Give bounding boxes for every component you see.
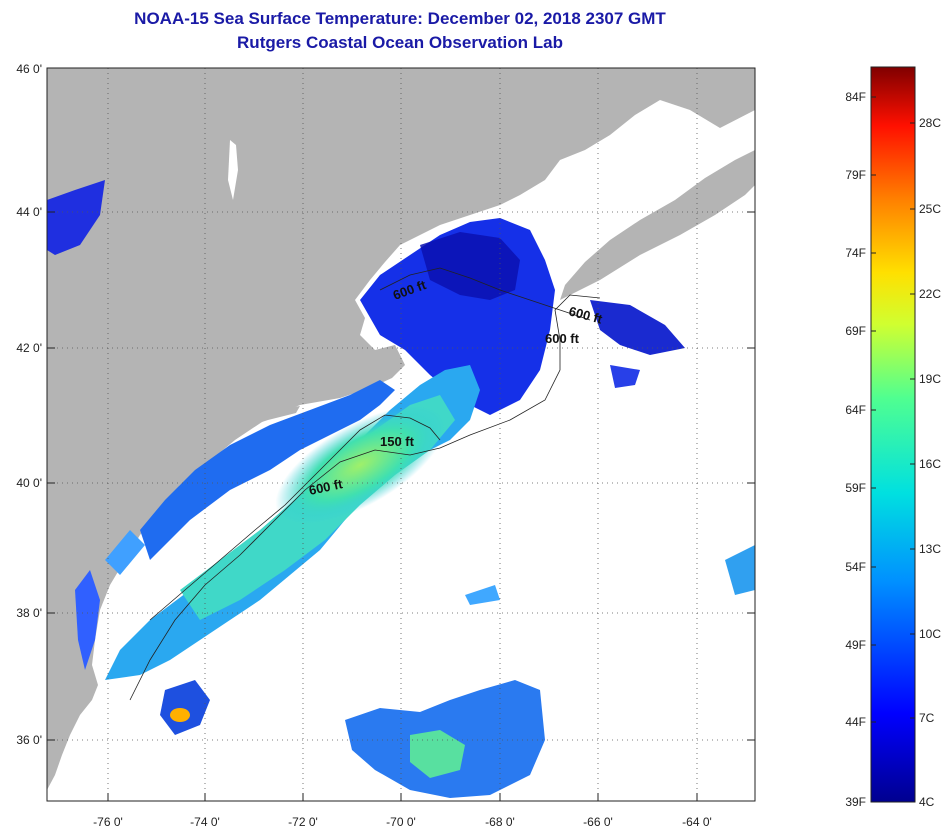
- lon-label: -66 0': [583, 815, 613, 829]
- colorbar-label-c: 7C: [919, 711, 935, 725]
- contour-150ft: [149, 414, 441, 621]
- colorbar-label-c: 28C: [919, 116, 941, 130]
- colorbar-label-c: 10C: [919, 627, 941, 641]
- colorbar-label-f: 39F: [845, 795, 866, 809]
- land-nova-scotia: [560, 150, 755, 300]
- colorbar-label-c: 19C: [919, 372, 941, 386]
- sst-warm-spot: [170, 708, 190, 722]
- colorbar-label-f: 69F: [845, 324, 866, 338]
- colorbar-ticks: [871, 96, 915, 723]
- colorbar-label-f: 74F: [845, 246, 866, 260]
- land-mainland: [47, 68, 755, 790]
- colorbar-label-c: 16C: [919, 457, 941, 471]
- colorbar-label-c: 4C: [919, 795, 935, 809]
- sst-inner-shelf: [140, 380, 395, 560]
- lon-label: -76 0': [93, 815, 123, 829]
- contour-label: 150 ft: [380, 434, 415, 449]
- colorbar-label-f: 49F: [845, 638, 866, 652]
- sst-south-patch-2: [160, 680, 210, 735]
- lat-label: 40 0': [16, 476, 42, 490]
- colorbar-label-f: 64F: [845, 403, 866, 417]
- sst-gulf-of-maine-dark: [420, 232, 520, 300]
- graticule: [47, 68, 755, 801]
- sst-scotian-patch: [590, 300, 685, 355]
- lon-label: -68 0': [485, 815, 515, 829]
- colorbar-label-c: 25C: [919, 202, 941, 216]
- lat-label: 46 0': [16, 62, 42, 76]
- lake-ontario-edge: [47, 180, 105, 255]
- map-subtitle: Rutgers Coastal Ocean Observation Lab: [237, 33, 563, 52]
- delaware-bay: [105, 530, 145, 575]
- lat-label: 42 0': [16, 341, 42, 355]
- sst-south-patch-green: [410, 730, 465, 778]
- colorbar-label-c: 13C: [919, 542, 941, 556]
- contour-600ft-inner: [379, 267, 591, 321]
- lon-label: -72 0': [288, 815, 318, 829]
- colorbar-label-f: 84F: [845, 90, 866, 104]
- lon-label: -70 0': [386, 815, 416, 829]
- lat-label: 38 0': [16, 606, 42, 620]
- colorbar-label-f: 54F: [845, 560, 866, 574]
- sst-east-patch: [725, 545, 755, 595]
- lon-label: -64 0': [682, 815, 712, 829]
- sst-scattered: [465, 585, 500, 605]
- colorbar-label-f: 59F: [845, 481, 866, 495]
- colorbar: [870, 66, 916, 803]
- tick-marks: [47, 67, 755, 801]
- lat-label: 44 0': [16, 205, 42, 219]
- lat-label: 36 0': [16, 733, 42, 747]
- contour-label: 600 ft: [545, 331, 580, 346]
- colorbar-label-f: 44F: [845, 715, 866, 729]
- colorbar-label-c: 22C: [919, 287, 941, 301]
- sst-scotian-patch-2: [610, 365, 640, 388]
- sst-warm-core: [275, 406, 445, 524]
- map-title: NOAA-15 Sea Surface Temperature: Decembe…: [134, 9, 666, 28]
- contour-label: 600 ft: [308, 476, 345, 498]
- lon-label: -74 0': [190, 815, 220, 829]
- lake-champlain: [228, 140, 238, 200]
- contour-600ft-main: [129, 294, 601, 701]
- chesapeake-bay: [75, 570, 100, 670]
- land-long-island: [178, 406, 300, 448]
- colorbar-label-f: 79F: [845, 168, 866, 182]
